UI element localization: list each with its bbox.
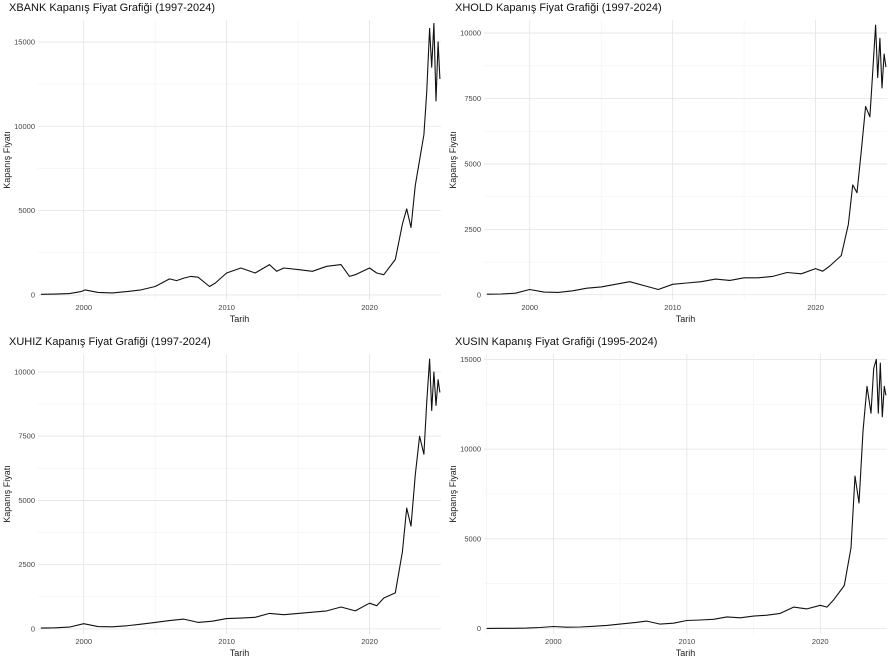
series-line [40, 358, 441, 629]
x-tick-label: 2020 [812, 637, 829, 646]
y-tick-label: 10000 [14, 367, 35, 376]
y-tick-label: 5000 [464, 159, 481, 168]
y-axis-label: Kapanış Fiyatı [448, 131, 458, 189]
chart-panel-xhold: 2000 2010 2020 0 2500 5000 7500 10000 XHOLD Kapa… [446, 0, 891, 334]
y-tick-label: 0 [31, 290, 35, 299]
x-tick-label: 2000 [521, 303, 538, 312]
x-tick-label: 2010 [218, 637, 235, 646]
x-axis-label: Tarih [676, 314, 696, 324]
x-tick-label: 2000 [75, 637, 92, 646]
x-tick-label: 2010 [678, 637, 695, 646]
y-tick-label: 5000 [18, 496, 35, 505]
chart-panel-xusin: 2000 2010 2020 0 5000 10000 15000 XUSIN Kapanış… [446, 334, 891, 668]
series-line [40, 22, 441, 295]
chart-svg: 2000 2010 2020 0 2500 5000 7500 10000 XUHIZ Kapa… [2, 336, 441, 658]
series-line [486, 358, 887, 629]
y-tick-label: 0 [477, 290, 481, 299]
y-tick-label: 7500 [18, 432, 35, 441]
y-tick-label: 10000 [460, 29, 481, 38]
x-tick-label: 2020 [361, 303, 378, 312]
y-tick-label: 10000 [14, 122, 35, 131]
x-axis-label: Tarih [676, 648, 696, 658]
chart-title: XUHIZ Kapanış Fiyat Grafiği (1997-2024) [9, 336, 211, 348]
y-tick-label: 7500 [464, 94, 481, 103]
x-tick-label: 2000 [545, 637, 562, 646]
y-tick-label: 15000 [14, 37, 35, 46]
chart-title: XHOLD Kapanış Fiyat Grafiği (1997-2024) [455, 2, 662, 14]
chart-title: XUSIN Kapanış Fiyat Grafiği (1995-2024) [455, 336, 657, 348]
chart-svg: 2000 2010 2020 0 5000 10000 15000 XBANK Kapanış… [2, 2, 441, 324]
y-tick-label: 5000 [18, 206, 35, 215]
chart-svg: 2000 2010 2020 0 2500 5000 7500 10000 XHOLD Kapa… [448, 2, 887, 324]
y-tick-label: 0 [31, 624, 35, 633]
x-tick-label: 2010 [664, 303, 681, 312]
y-axis-label: Kapanış Fiyatı [2, 465, 12, 523]
x-tick-label: 2000 [75, 303, 92, 312]
y-axis-label: Kapanış Fiyatı [448, 465, 458, 523]
chart-panel-xbank: 2000 2010 2020 0 5000 10000 15000 XBANK Kapanış… [0, 0, 445, 334]
chart-panel-xuhiz: 2000 2010 2020 0 2500 5000 7500 10000 XUHIZ Kapa… [0, 334, 445, 668]
y-tick-label: 0 [477, 624, 481, 633]
y-tick-label: 2500 [18, 560, 35, 569]
chart-svg: 2000 2010 2020 0 5000 10000 15000 XUSIN Kapanış… [448, 336, 887, 658]
x-tick-label: 2020 [807, 303, 824, 312]
y-tick-label: 5000 [464, 534, 481, 543]
x-axis-label: Tarih [230, 314, 250, 324]
series-line [486, 24, 887, 295]
x-tick-label: 2020 [361, 637, 378, 646]
y-tick-label: 10000 [460, 445, 481, 454]
y-tick-label: 2500 [464, 225, 481, 234]
y-axis-label: Kapanış Fiyatı [2, 131, 12, 189]
x-tick-label: 2010 [218, 303, 235, 312]
x-axis-label: Tarih [230, 648, 250, 658]
y-tick-label: 15000 [460, 355, 481, 364]
chart-title: XBANK Kapanış Fiyat Grafiği (1997-2024) [9, 2, 215, 14]
